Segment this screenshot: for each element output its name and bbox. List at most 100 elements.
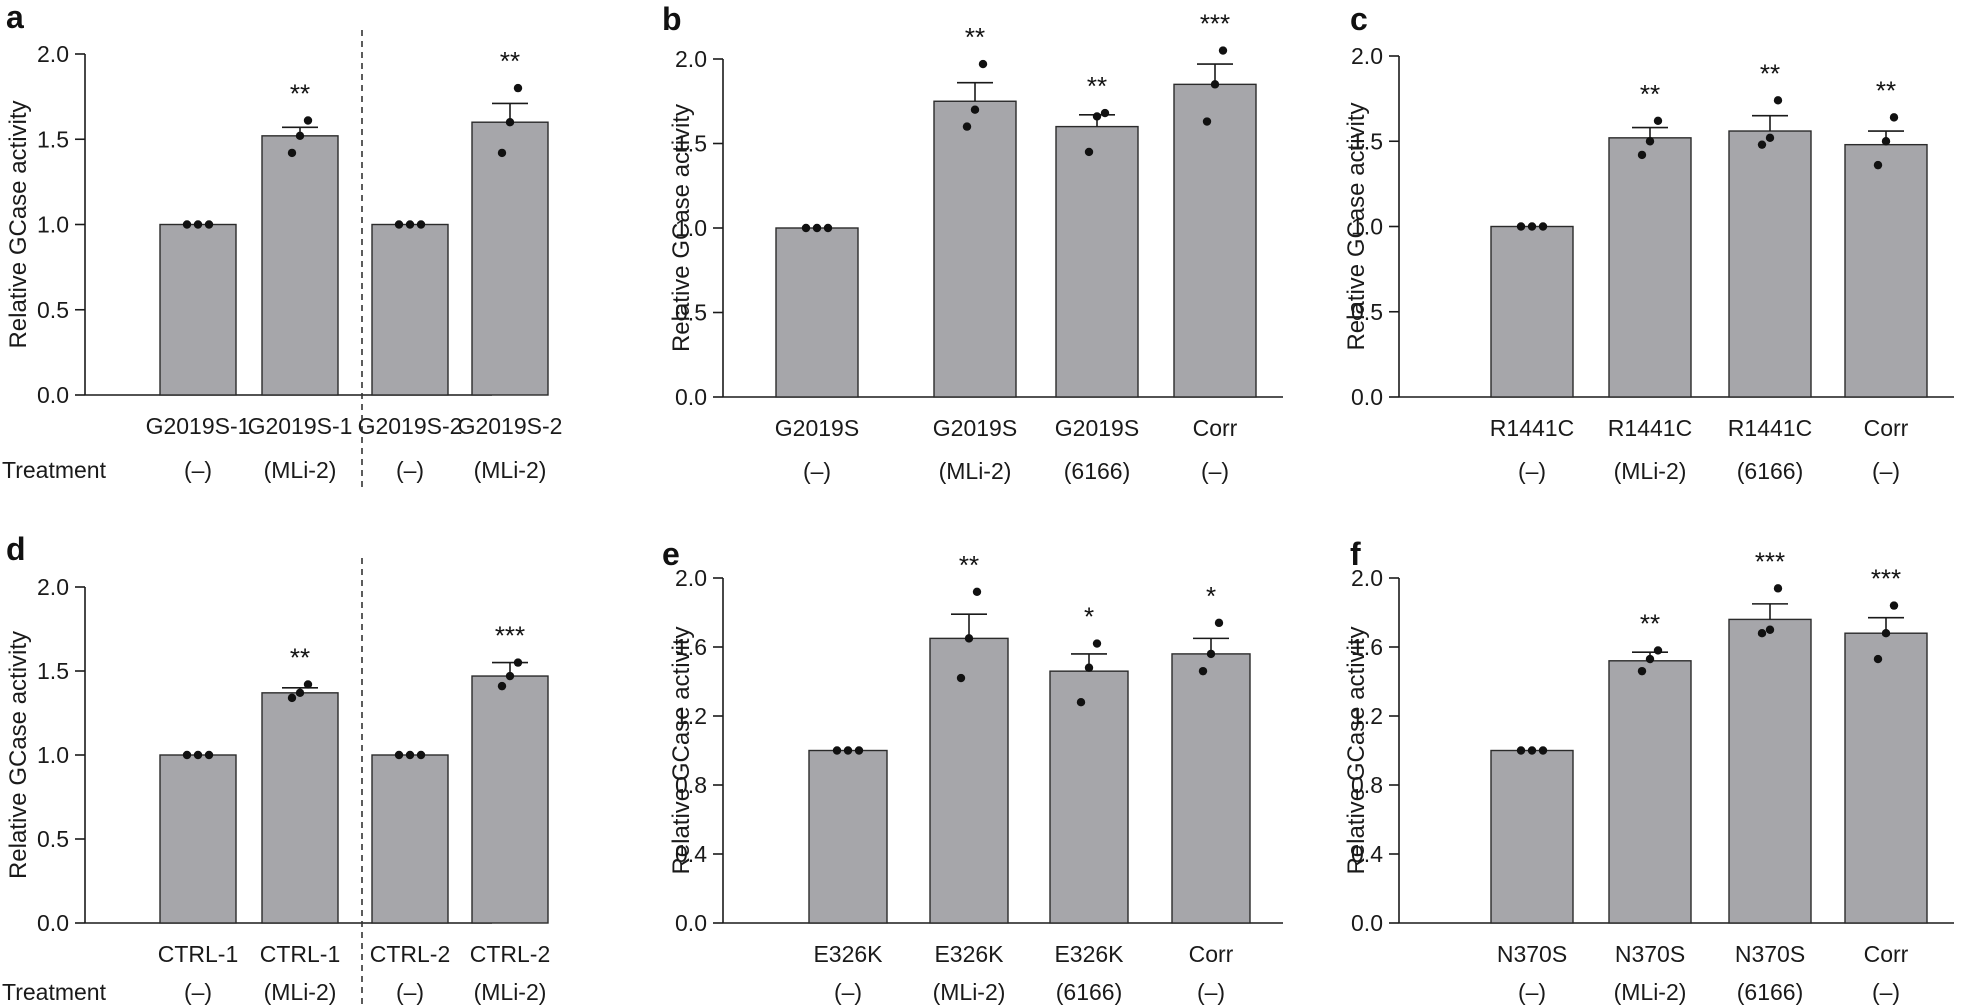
panel-c-bar bbox=[1490, 225, 1574, 398]
panel-e-letter: e bbox=[662, 536, 680, 572]
panel-d-bar bbox=[471, 675, 549, 924]
panel-d-data-point bbox=[182, 750, 192, 760]
panel-f-letter: f bbox=[1350, 536, 1361, 572]
panel-a-treatment-label: (–) bbox=[184, 457, 212, 483]
panel-a-data-point bbox=[193, 220, 203, 229]
panel-d-bar bbox=[371, 754, 449, 924]
panel-d-data-point bbox=[405, 750, 415, 760]
panel-e-significance: * bbox=[1084, 602, 1094, 632]
panel-d-category-label: CTRL-2 bbox=[370, 941, 451, 967]
panel-c-letter: c bbox=[1350, 1, 1368, 37]
panel-b-category-label: G2019S bbox=[933, 415, 1017, 441]
panel-c-category-label: R1441C bbox=[1490, 415, 1574, 441]
panel-e-ylabel: Relative GCase activity bbox=[668, 626, 695, 874]
panel-d-ytick-label: 0.0 bbox=[37, 910, 69, 936]
panel-a-bar bbox=[371, 223, 449, 396]
panel-f-data-point bbox=[1653, 646, 1663, 655]
panel-c-category-label: R1441C bbox=[1608, 415, 1692, 441]
panel-f-treatment-label: (6166) bbox=[1737, 979, 1803, 1005]
panel-f-ytick-label: 1.6 bbox=[1351, 634, 1383, 660]
panel-b-significance: ** bbox=[1087, 71, 1107, 101]
panel-b-bar bbox=[933, 100, 1017, 398]
panel-d-data-point bbox=[204, 750, 214, 760]
panel-c-data-point bbox=[1637, 150, 1647, 160]
panel-b-treatment-label: (6166) bbox=[1064, 458, 1130, 484]
panel-e-data-point bbox=[972, 587, 982, 596]
panel-e-data-point bbox=[854, 746, 864, 755]
panel-b-treatment-label: (–) bbox=[803, 458, 831, 484]
panel-d-ytick-label: 0.5 bbox=[37, 826, 69, 852]
panel-d-significance: ** bbox=[290, 642, 310, 672]
panel-d-category-label: CTRL-1 bbox=[260, 941, 341, 967]
panel-c-significance: ** bbox=[1640, 79, 1660, 109]
panel-c-category-label: R1441C bbox=[1728, 415, 1812, 441]
panel-c-ytick-label: 1.0 bbox=[1351, 214, 1383, 240]
panel-e-treatment-label: (–) bbox=[1197, 979, 1225, 1005]
panel-f-significance: ** bbox=[1640, 608, 1660, 638]
panel-c-ylabel: Relative GCase activity bbox=[1343, 102, 1370, 350]
panel-b-letter: b bbox=[662, 1, 682, 37]
panel-d-ytick-label: 1.0 bbox=[37, 742, 69, 768]
panel-c-treatment-label: (6166) bbox=[1737, 458, 1803, 484]
panel-f-ytick-label: 0.4 bbox=[1351, 841, 1383, 867]
panel-c-significance: ** bbox=[1760, 58, 1780, 88]
panel-a-ylabel: Relative GCase activity bbox=[5, 100, 32, 348]
panel-d-data-point bbox=[505, 671, 515, 681]
panel-b-significance: *** bbox=[1200, 9, 1230, 39]
panel-a-data-point bbox=[405, 220, 415, 229]
panel-b-data-point bbox=[1092, 112, 1102, 121]
panel-f-category-label: N370S bbox=[1615, 941, 1685, 967]
panel-e-data-point bbox=[1214, 618, 1224, 628]
panel-b-treatment-label: (–) bbox=[1201, 458, 1229, 484]
panel-c-data-point bbox=[1873, 160, 1883, 170]
panel-f-ytick-label: 2.0 bbox=[1351, 565, 1383, 591]
panel-b-ytick-label: 1.0 bbox=[675, 215, 707, 241]
panel-e-significance: ** bbox=[959, 550, 979, 580]
panel-d-data-point bbox=[394, 750, 404, 760]
panel-c-category-label: Corr bbox=[1864, 415, 1909, 441]
panel-e-bar bbox=[808, 749, 888, 924]
panel-c-data-point bbox=[1881, 137, 1891, 146]
panel-a-ytick-label: 1.0 bbox=[37, 212, 69, 238]
panel-b-bar bbox=[1055, 125, 1139, 398]
panel-d-ytick-label: 1.5 bbox=[37, 658, 69, 684]
panel-e-data-point bbox=[1198, 666, 1208, 676]
panel-f-ytick-label: 0.0 bbox=[1351, 910, 1383, 936]
panel-c-data-point bbox=[1527, 222, 1537, 231]
panel-e-treatment-label: (–) bbox=[834, 979, 862, 1005]
panel-e-ytick-label: 0.0 bbox=[675, 910, 707, 936]
panel-f-data-point bbox=[1889, 601, 1899, 610]
panel-e-data-point bbox=[1076, 698, 1086, 707]
panel-d-treatment-label: (MLi-2) bbox=[264, 979, 337, 1005]
panel-a-row-label: Treatment bbox=[2, 457, 107, 483]
panel-d-data-point bbox=[497, 681, 507, 691]
panel-e-data-point bbox=[1092, 639, 1102, 648]
panel-c-bar bbox=[1608, 137, 1692, 398]
panel-c-bar bbox=[1844, 143, 1928, 398]
panel-a-significance: ** bbox=[500, 46, 520, 76]
panel-b-ytick-label: 0.5 bbox=[675, 300, 707, 326]
panel-a-category-label: G2019S-2 bbox=[358, 413, 463, 439]
panel-e-treatment-label: (6166) bbox=[1056, 979, 1122, 1005]
panel-a-bar bbox=[261, 135, 339, 396]
panel-f-treatment-label: (–) bbox=[1872, 979, 1900, 1005]
panel-b-data-point bbox=[1202, 117, 1212, 126]
panel-e-bar bbox=[929, 637, 1009, 924]
panel-a-data-point bbox=[394, 220, 404, 229]
panel-f-data-point bbox=[1881, 629, 1891, 638]
panel-a-data-point bbox=[497, 148, 507, 158]
panel-a-ytick-label: 2.0 bbox=[37, 41, 69, 67]
panel-e-treatment-label: (MLi-2) bbox=[933, 979, 1006, 1005]
panel-a-data-point bbox=[505, 118, 515, 127]
panel-d-ytick-label: 2.0 bbox=[37, 574, 69, 600]
panel-f-data-point bbox=[1765, 625, 1775, 634]
panel-d-row-label: Treatment bbox=[2, 979, 107, 1005]
panel-d-significance: *** bbox=[495, 621, 525, 651]
panel-a-significance: ** bbox=[290, 78, 310, 108]
panel-e-data-point bbox=[843, 746, 853, 755]
panel-e-ytick-label: 2.0 bbox=[675, 565, 707, 591]
panel-d-category-label: CTRL-2 bbox=[470, 941, 551, 967]
panel-b-ytick-label: 2.0 bbox=[675, 46, 707, 72]
panel-a-category-label: G2019S-1 bbox=[146, 413, 251, 439]
panel-e-data-point bbox=[832, 746, 842, 755]
